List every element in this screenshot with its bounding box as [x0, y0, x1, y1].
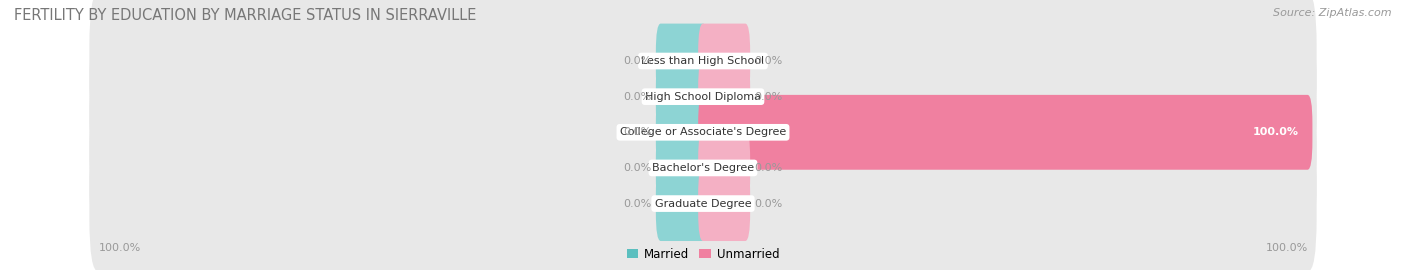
FancyBboxPatch shape — [90, 136, 1316, 270]
Text: 100.0%: 100.0% — [1253, 127, 1299, 137]
Text: 0.0%: 0.0% — [623, 198, 651, 209]
Text: College or Associate's Degree: College or Associate's Degree — [620, 127, 786, 137]
Legend: Married, Unmarried: Married, Unmarried — [621, 243, 785, 265]
Text: Less than High School: Less than High School — [641, 56, 765, 66]
Text: FERTILITY BY EDUCATION BY MARRIAGE STATUS IN SIERRAVILLE: FERTILITY BY EDUCATION BY MARRIAGE STATU… — [14, 8, 477, 23]
Text: Bachelor's Degree: Bachelor's Degree — [652, 163, 754, 173]
FancyBboxPatch shape — [655, 59, 707, 134]
FancyBboxPatch shape — [90, 29, 1316, 165]
Text: 0.0%: 0.0% — [623, 127, 651, 137]
FancyBboxPatch shape — [699, 130, 751, 205]
FancyBboxPatch shape — [90, 100, 1316, 236]
Text: 0.0%: 0.0% — [755, 92, 783, 102]
Text: 0.0%: 0.0% — [755, 198, 783, 209]
FancyBboxPatch shape — [655, 130, 707, 205]
FancyBboxPatch shape — [699, 59, 751, 134]
FancyBboxPatch shape — [90, 64, 1316, 200]
FancyBboxPatch shape — [655, 23, 707, 99]
FancyBboxPatch shape — [699, 23, 751, 99]
Text: High School Diploma: High School Diploma — [645, 92, 761, 102]
Text: Source: ZipAtlas.com: Source: ZipAtlas.com — [1274, 8, 1392, 18]
FancyBboxPatch shape — [655, 95, 707, 170]
FancyBboxPatch shape — [699, 166, 751, 241]
Text: 100.0%: 100.0% — [98, 243, 141, 254]
Text: 0.0%: 0.0% — [755, 56, 783, 66]
FancyBboxPatch shape — [699, 95, 1312, 170]
Text: 0.0%: 0.0% — [623, 92, 651, 102]
Text: 100.0%: 100.0% — [1265, 243, 1308, 254]
Text: 0.0%: 0.0% — [623, 56, 651, 66]
FancyBboxPatch shape — [655, 166, 707, 241]
Text: 0.0%: 0.0% — [623, 163, 651, 173]
FancyBboxPatch shape — [90, 0, 1316, 129]
Text: 0.0%: 0.0% — [755, 163, 783, 173]
Text: Graduate Degree: Graduate Degree — [655, 198, 751, 209]
